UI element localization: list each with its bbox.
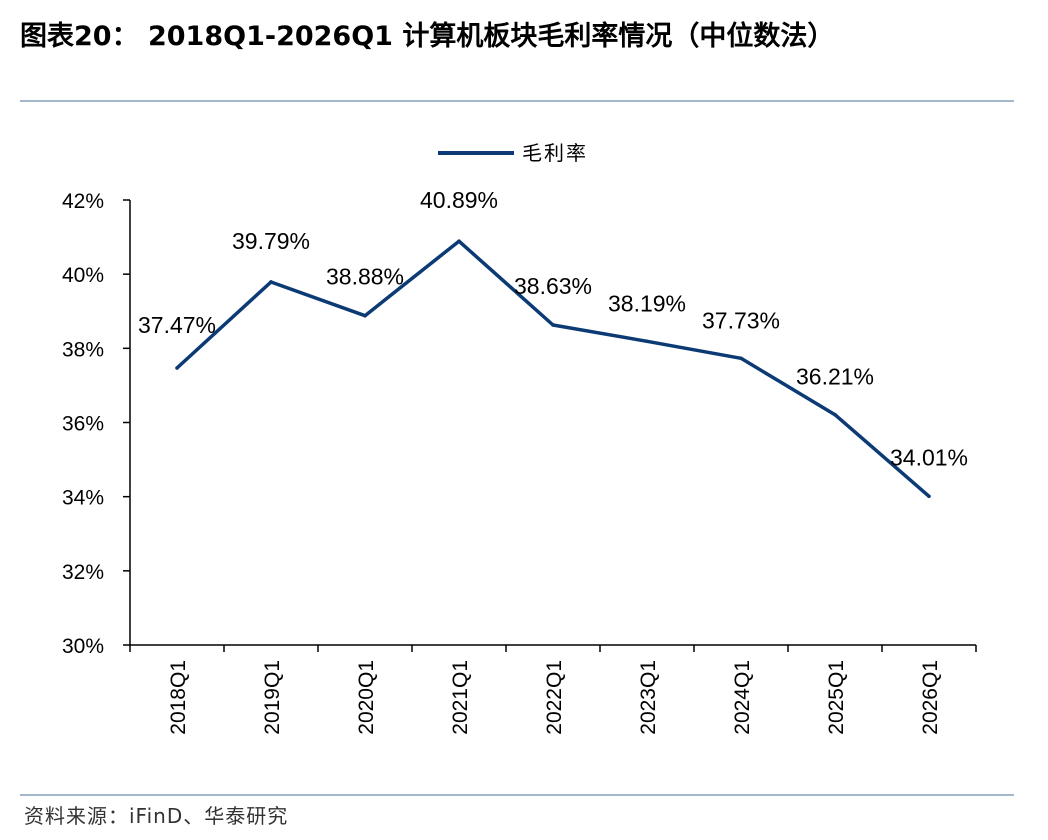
x-tick-label: 2020Q1 <box>355 660 378 735</box>
x-tick-label: 2019Q1 <box>261 660 284 735</box>
legend: 毛利率 <box>438 141 588 165</box>
axes <box>129 200 976 646</box>
data-point <box>551 323 555 327</box>
x-tick-label: 2026Q1 <box>919 660 942 735</box>
x-axis-ticks: 2018Q1 2019Q1 2020Q1 2021Q1 2022Q1 2023Q1 2024… <box>129 645 977 735</box>
y-tick-label: 38% <box>62 338 104 361</box>
bottom-divider <box>20 794 1014 796</box>
y-tick-label: 34% <box>62 487 104 510</box>
x-tick-label: 2022Q1 <box>543 660 566 735</box>
legend-label: 毛利率 <box>522 141 588 165</box>
y-tick-label: 40% <box>62 264 104 287</box>
data-point <box>645 339 649 344</box>
series-layer <box>175 239 931 499</box>
x-tick-label: 2018Q1 <box>167 660 190 735</box>
data-label: 34.01% <box>890 444 968 470</box>
data-point <box>457 239 461 243</box>
data-labels: 37.47% 39.79% 38.88% 40.89% 38.63% 38.19% 37.7… <box>138 187 968 470</box>
source-note: 资料来源：iFinD、华泰研究 <box>24 804 289 828</box>
y-tick-label: 42% <box>62 190 104 213</box>
data-point <box>739 356 743 361</box>
data-point <box>833 412 837 417</box>
y-tick-label: 32% <box>62 561 104 584</box>
data-label: 40.89% <box>420 187 498 213</box>
y-axis-ticks: 30% 32% 34% 36% 38% 40% 42% <box>62 190 130 658</box>
x-tick-label: 2025Q1 <box>825 660 848 735</box>
data-label: 38.63% <box>514 273 592 299</box>
data-label: 37.47% <box>138 312 216 338</box>
x-tick-label: 2024Q1 <box>731 660 754 735</box>
data-label: 36.21% <box>796 364 874 390</box>
data-label: 38.88% <box>326 264 404 290</box>
figure-title: 图表20： 2018Q1-2026Q1 计算机板块毛利率情况（中位数法） <box>20 21 835 52</box>
x-tick-label: 2023Q1 <box>637 660 660 735</box>
data-point <box>175 366 179 370</box>
line-chart: 毛利率 30%32%34%36%38%40%42% 2018Q1 2019Q1 20… <box>62 141 977 735</box>
x-tick-label: 2021Q1 <box>449 660 472 735</box>
y-tick-label: 30% <box>62 635 104 658</box>
top-divider <box>20 100 1014 102</box>
data-label: 38.19% <box>608 290 686 316</box>
y-tick-label: 36% <box>62 413 104 436</box>
data-label: 39.79% <box>232 228 310 254</box>
data-point <box>363 313 367 318</box>
data-point <box>269 280 273 284</box>
data-label: 37.73% <box>702 307 780 333</box>
data-point <box>927 494 931 499</box>
